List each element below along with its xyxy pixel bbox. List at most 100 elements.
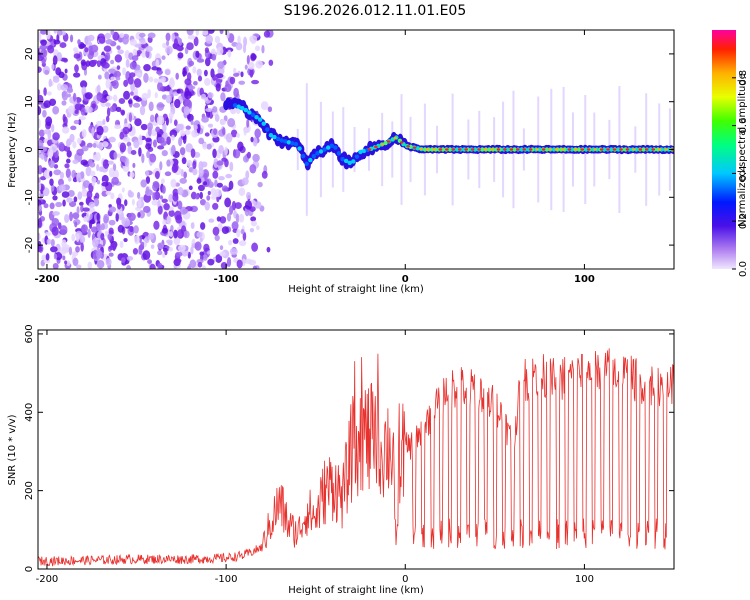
noise-blob bbox=[207, 30, 215, 34]
noise-blob bbox=[59, 225, 68, 235]
noise-blob bbox=[96, 91, 103, 102]
noise-blob bbox=[234, 202, 242, 209]
ridge-core bbox=[380, 143, 385, 146]
noise-blob bbox=[238, 213, 245, 223]
noise-blob bbox=[65, 158, 71, 164]
noise-blob bbox=[140, 123, 148, 131]
noise-blob bbox=[105, 79, 111, 89]
noise-blob bbox=[244, 64, 248, 70]
noise-blob bbox=[43, 87, 47, 96]
ridge-mid bbox=[283, 139, 288, 144]
ridge-mid bbox=[634, 147, 639, 152]
noise-blob bbox=[193, 81, 198, 86]
ridge-core bbox=[490, 148, 494, 151]
noise-blob bbox=[50, 246, 58, 253]
noise-blob bbox=[105, 190, 112, 196]
ridge-mid bbox=[512, 147, 517, 152]
noise-blob bbox=[145, 176, 151, 184]
ridge-core bbox=[432, 148, 436, 151]
noise-blob bbox=[156, 115, 165, 126]
noise-blob bbox=[205, 107, 213, 113]
noise-blob bbox=[98, 36, 106, 44]
noise-blob bbox=[59, 246, 68, 255]
ridge-core bbox=[393, 136, 398, 140]
noise-blob bbox=[132, 102, 141, 108]
noise-blob bbox=[174, 258, 182, 263]
noise-blob bbox=[168, 246, 173, 252]
noise-blob bbox=[62, 58, 68, 63]
noise-blob bbox=[216, 160, 224, 166]
noise-blob bbox=[164, 171, 172, 177]
noise-blob bbox=[245, 170, 250, 180]
noise-blob bbox=[85, 60, 91, 67]
noise-blob bbox=[208, 218, 215, 223]
noise-blob bbox=[49, 170, 53, 177]
snr-xlabel: Height of straight line (km) bbox=[288, 585, 424, 596]
noise-blob bbox=[67, 93, 71, 98]
noise-blob bbox=[50, 124, 55, 133]
spectrogram-ytick-label: 20 bbox=[24, 48, 35, 61]
noise-blob bbox=[202, 30, 209, 36]
noise-blob bbox=[161, 198, 168, 204]
ridge-core bbox=[580, 148, 585, 151]
noise-blob bbox=[78, 119, 82, 126]
noise-blob bbox=[64, 213, 70, 223]
ridge-core bbox=[548, 148, 552, 151]
noise-blob bbox=[219, 216, 227, 224]
noise-blob bbox=[89, 161, 96, 168]
noise-blob bbox=[171, 134, 175, 141]
noise-blob bbox=[156, 102, 165, 111]
noise-blob bbox=[81, 189, 89, 197]
noise-blob bbox=[62, 126, 70, 134]
ridge-mid bbox=[576, 147, 582, 152]
noise-blob bbox=[252, 153, 260, 162]
noise-blob bbox=[173, 38, 179, 48]
noise-blob bbox=[182, 208, 189, 214]
noise-blob bbox=[73, 119, 80, 125]
noise-blob bbox=[212, 202, 219, 210]
noise-blob bbox=[161, 150, 168, 157]
noise-blob bbox=[52, 195, 58, 201]
colorbar: 0.0 0.2 0.4 0.6 0.8 Normalized spectral ampl… bbox=[712, 30, 749, 277]
noise-blob bbox=[136, 50, 142, 55]
noise-blob bbox=[38, 66, 42, 73]
ridge-core bbox=[386, 140, 391, 143]
noise-blob bbox=[213, 128, 218, 136]
ridge-mid bbox=[351, 159, 356, 164]
noise-blob bbox=[53, 39, 61, 45]
noise-blob bbox=[242, 43, 247, 54]
noise-blob bbox=[76, 206, 80, 215]
ridge-core bbox=[509, 148, 514, 151]
noise-blob bbox=[175, 72, 179, 80]
noise-blob bbox=[100, 223, 105, 231]
streak bbox=[400, 94, 403, 205]
noise-blob bbox=[184, 90, 192, 100]
ridge-mid bbox=[440, 147, 446, 152]
spectrogram-ytick-label: -20 bbox=[24, 237, 35, 253]
noise-blob bbox=[87, 34, 95, 42]
noise-blob bbox=[165, 94, 172, 104]
noise-blob bbox=[65, 168, 71, 179]
ridge-mid bbox=[318, 149, 324, 154]
noise-blob bbox=[75, 233, 80, 242]
noise-blob bbox=[199, 237, 203, 243]
noise-blob bbox=[76, 172, 82, 183]
noise-blob bbox=[108, 68, 116, 74]
noise-blob bbox=[160, 178, 165, 184]
noise-blob bbox=[86, 142, 93, 148]
noise-blob bbox=[143, 72, 149, 83]
ridge-mid bbox=[648, 147, 653, 152]
ridge-core bbox=[619, 148, 623, 151]
noise-blob bbox=[196, 68, 202, 77]
spectrogram-ytick-label: 0 bbox=[24, 146, 35, 152]
ridge-mid bbox=[311, 153, 317, 159]
noise-blob bbox=[119, 131, 124, 140]
noise-blob bbox=[229, 247, 238, 255]
ridge-mid bbox=[308, 157, 313, 163]
ridge-core bbox=[541, 148, 546, 151]
noise-blob bbox=[52, 211, 60, 216]
noise-blob bbox=[151, 66, 159, 71]
ridge-core bbox=[445, 148, 449, 151]
noise-blob bbox=[161, 185, 166, 194]
